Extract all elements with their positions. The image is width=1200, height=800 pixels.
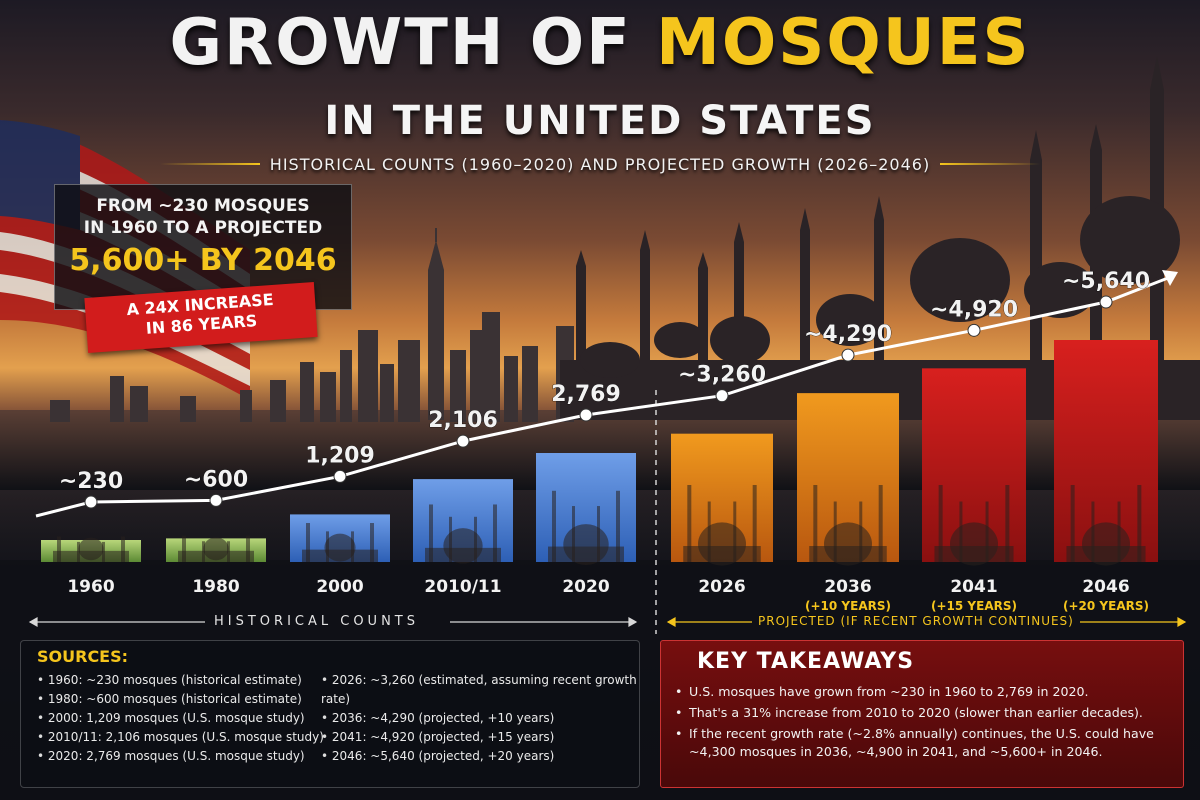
category-label: 2046 [1082, 577, 1129, 597]
subtitle-bar: HISTORICAL COUNTS (1960–2020) AND PROJEC… [150, 149, 1050, 179]
takeaway-item: If the recent growth rate (~2.8% annuall… [675, 725, 1175, 761]
category-label: 2010/11 [424, 577, 501, 597]
projected-section-label: PROJECTED (IF RECENT GROWTH CONTINUES) [758, 614, 1074, 628]
data-point [1099, 295, 1113, 309]
data-label: ~230 [59, 469, 123, 494]
category-label: 2026 [698, 577, 745, 597]
data-point [715, 389, 729, 403]
data-point [967, 323, 981, 337]
data-label: ~5,640 [1062, 269, 1150, 294]
page-title: GROWTH OF MOSQUES [0, 6, 1200, 80]
source-item: 2041: ~4,920 (projected, +15 years) [321, 728, 639, 747]
arrow-icon [1162, 270, 1178, 286]
sources-heading: SOURCES: [37, 647, 129, 666]
source-item: 2000: 1,209 mosques (U.S. mosque study) [37, 709, 324, 728]
source-item: 2036: ~4,290 (projected, +10 years) [321, 709, 639, 728]
page-title-line2: IN THE UNITED STATES [324, 98, 876, 144]
callout-line1: FROM ~230 MOSQUES [96, 196, 310, 216]
sources-list-right: 2026: ~3,260 (estimated, assuming recent… [321, 671, 639, 766]
source-item: 2046: ~5,640 (projected, +20 years) [321, 747, 639, 766]
mosque-icon [683, 485, 761, 566]
callout-line2: IN 1960 TO A PROJECTED [83, 218, 323, 238]
title-part1: GROWTH OF [169, 6, 657, 80]
category-label: 1960 [67, 577, 114, 597]
category-label: 2041 [950, 577, 997, 597]
data-label: ~4,290 [804, 322, 892, 347]
title-highlight: MOSQUES [656, 6, 1031, 80]
source-item: 2020: 2,769 mosques (U.S. mosque study) [37, 747, 324, 766]
mosque-icon [178, 535, 254, 562]
mosque-icon [809, 485, 887, 566]
data-label: ~600 [184, 467, 248, 492]
takeaway-item: U.S. mosques have grown from ~230 in 196… [675, 683, 1175, 701]
historical-section-label: HISTORICAL COUNTS [214, 614, 419, 629]
category-label: 2020 [562, 577, 609, 597]
data-label: 1,209 [305, 443, 375, 468]
takeaways-heading: KEY TAKEAWAYS [697, 649, 915, 674]
mosque-icon [302, 523, 378, 562]
category-note: (+20 YEARS) [1063, 599, 1149, 613]
sources-panel: SOURCES: 1960: ~230 mosques (historical … [20, 640, 640, 788]
category-note: (+10 YEARS) [805, 599, 891, 613]
data-label: ~3,260 [678, 363, 766, 388]
historical-range-arrow [28, 616, 638, 628]
mosque-icon [425, 504, 501, 564]
category-label: 2000 [316, 577, 363, 597]
category-label: 2036 [824, 577, 871, 597]
takeaways-list: U.S. mosques have grown from ~230 in 196… [675, 683, 1175, 764]
source-item: 2010/11: 2,106 mosques (U.S. mosque stud… [37, 728, 324, 747]
sources-list-left: 1960: ~230 mosques (historical estimate)… [37, 671, 324, 766]
page-subtitle: HISTORICAL COUNTS (1960–2020) AND PROJEC… [269, 154, 931, 174]
data-point [209, 493, 223, 507]
source-item: 1980: ~600 mosques (historical estimate) [37, 690, 324, 709]
data-label: 2,106 [428, 408, 498, 433]
source-item: 2026: ~3,260 (estimated, assuming recent… [321, 671, 639, 709]
mosque-icon [548, 490, 624, 565]
source-item: 1960: ~230 mosques (historical estimate) [37, 671, 324, 690]
mosque-icon [1066, 485, 1146, 566]
projected-range-arrow [666, 616, 1187, 628]
data-point [84, 495, 98, 509]
mosque-icon [934, 485, 1014, 566]
mosque-icon [53, 536, 129, 562]
data-label: 2,769 [551, 382, 621, 407]
data-point [841, 348, 855, 362]
category-label: 1980 [192, 577, 239, 597]
callout-highlight: 5,600+ BY 2046 [69, 243, 337, 278]
key-takeaways-panel: KEY TAKEAWAYS U.S. mosques have grown fr… [660, 640, 1184, 788]
category-note: (+15 YEARS) [931, 599, 1017, 613]
data-point [333, 469, 347, 483]
callout-text: FROM ~230 MOSQUES IN 1960 TO A PROJECTED [55, 195, 351, 239]
data-point [579, 408, 593, 422]
data-label: ~4,920 [930, 297, 1018, 322]
takeaway-item: That's a 31% increase from 2010 to 2020 … [675, 704, 1175, 722]
data-point [456, 434, 470, 448]
